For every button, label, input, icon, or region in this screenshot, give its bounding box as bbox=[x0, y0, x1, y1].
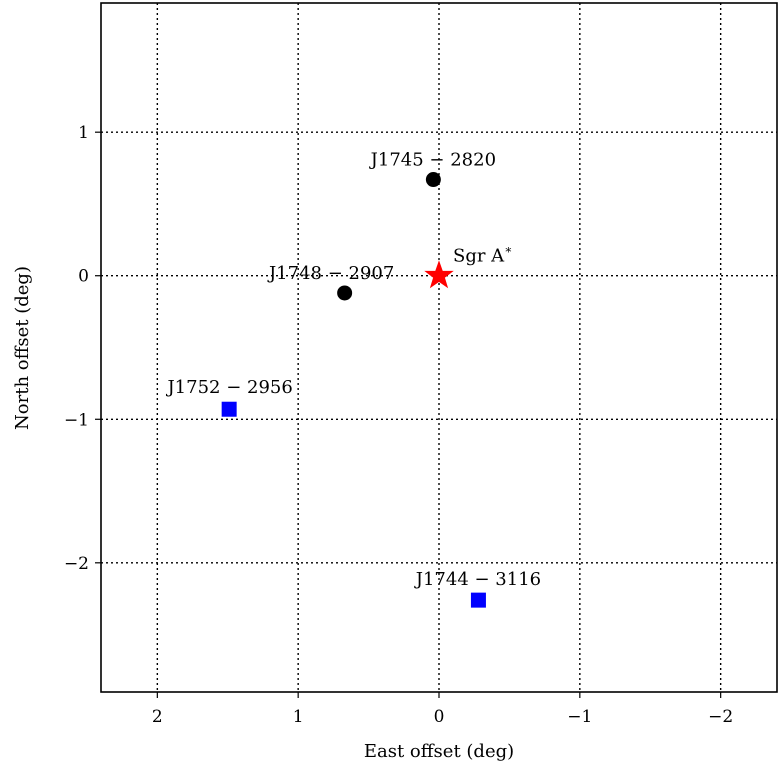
square-marker bbox=[221, 401, 237, 417]
point-label: J1752 − 2956 bbox=[165, 377, 292, 398]
point-label: J1748 − 2907 bbox=[267, 263, 394, 284]
y-tick-label: 0 bbox=[78, 267, 89, 287]
point-label-superscript: ∗ bbox=[504, 243, 512, 257]
x-tick-label: 0 bbox=[434, 707, 445, 727]
circle-marker bbox=[337, 285, 353, 301]
y-tick-label: 1 bbox=[78, 123, 89, 143]
data-points: Sgr A∗ J1745 − 2820 J1748 − 2907 J1752 − 29… bbox=[165, 150, 541, 608]
x-tick-label: −1 bbox=[567, 707, 592, 727]
axis-ticks: 2 1 0 −1 −2 1 0 −1 −2 bbox=[64, 123, 733, 727]
circle-marker bbox=[425, 172, 441, 188]
plot-frame bbox=[100, 2, 778, 693]
square-marker bbox=[470, 592, 486, 608]
y-tick-label: −2 bbox=[64, 554, 89, 574]
point-label: J1745 − 2820 bbox=[369, 150, 496, 171]
point-label: Sgr A∗ bbox=[453, 243, 512, 267]
y-tick-label: −1 bbox=[64, 410, 89, 430]
x-tick-label: −2 bbox=[708, 707, 733, 727]
x-tick-label: 1 bbox=[293, 707, 304, 727]
star-marker bbox=[424, 260, 454, 289]
x-axis-label: East offset (deg) bbox=[364, 741, 514, 762]
x-tick-label: 2 bbox=[152, 707, 163, 727]
point-label: J1744 − 3116 bbox=[414, 569, 541, 590]
y-axis-label: North offset (deg) bbox=[12, 266, 33, 430]
